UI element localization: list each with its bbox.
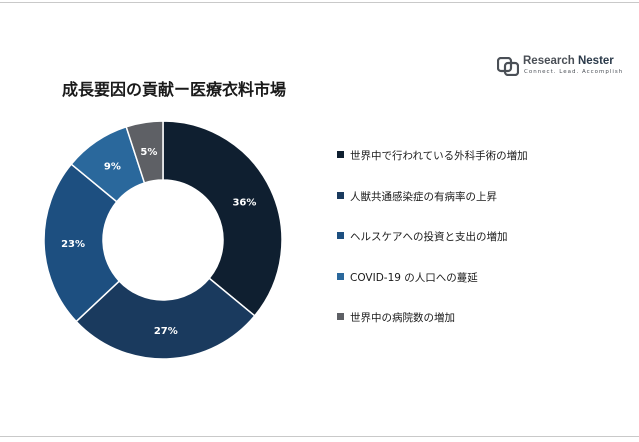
legend-label: ヘルスケアへの投資と支出の増加 [350, 231, 508, 243]
logo-name-part1: Research [523, 55, 578, 67]
donut-slice-5 [125, 120, 164, 184]
legend-label: 人獣共通感染症の有病率の上昇 [350, 190, 497, 203]
legend-swatch [337, 191, 344, 199]
logo-tagline: Connect. Lead. Accomplish [524, 69, 624, 75]
legend-label: 世界中の病院数の増加 [350, 312, 455, 324]
top-divider [0, 2, 639, 3]
legend-label: COVID-19 の人口への蔓延 [350, 271, 478, 284]
donut-slice-1 [162, 120, 283, 317]
legend-swatch [337, 313, 344, 320]
slice-value-label-4: 9% [104, 162, 121, 173]
donut-slice-3 [43, 163, 121, 323]
logo-name: Research Nester [523, 55, 614, 67]
legend-swatch [337, 151, 344, 158]
slice-value-label-2: 27% [154, 326, 178, 337]
legend-swatch [337, 272, 344, 280]
slice-value-label-1: 36% [232, 198, 256, 209]
donut-slice-2 [75, 277, 256, 360]
logo-name-part2: Nester [577, 55, 614, 67]
slice-value-label-5: 5% [140, 147, 157, 158]
legend-swatch [337, 232, 344, 239]
logo-mark-icon [497, 57, 519, 76]
research-nester-logo: Research Nester Connect. Lead. Accomplis… [497, 55, 632, 81]
slice-value-label-3: 23% [61, 239, 85, 250]
legend-label: 世界中で行われている外科手術の増加 [350, 150, 528, 162]
chart-title: 成長要因の貢献ー医療衣料市場 [62, 80, 287, 99]
bottom-divider [0, 436, 639, 437]
